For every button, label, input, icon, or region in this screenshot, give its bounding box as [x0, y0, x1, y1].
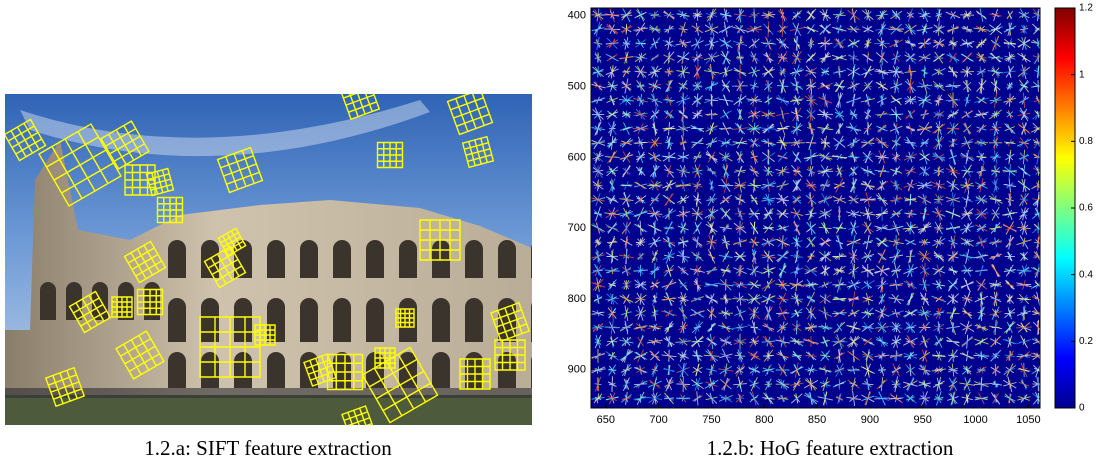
x-tick-label: 900	[861, 414, 879, 426]
arch	[234, 352, 252, 388]
caption: 1.2.a: SIFT feature extraction	[144, 436, 392, 460]
arch	[531, 240, 549, 278]
y-tick-label: 900	[568, 364, 586, 376]
arch	[399, 240, 417, 278]
arch	[498, 240, 516, 278]
x-tick-label: 650	[597, 414, 615, 426]
arch	[366, 240, 384, 278]
colorbar-tick-label: 0.8	[1079, 136, 1093, 147]
y-tick-label: 400	[568, 10, 586, 22]
arch	[300, 240, 318, 278]
x-tick-label: 1000	[963, 414, 987, 426]
arch	[234, 298, 252, 342]
x-tick-label: 950	[914, 414, 932, 426]
x-tick-label: 850	[808, 414, 826, 426]
arch	[267, 240, 285, 278]
arch	[465, 240, 483, 278]
sift-photo	[5, 81, 549, 438]
y-tick-label: 700	[568, 222, 586, 234]
x-tick-label: 1050	[1016, 414, 1040, 426]
arch	[300, 298, 318, 342]
y-tick-label: 500	[568, 80, 586, 92]
y-tick-label: 600	[568, 151, 586, 163]
arch	[432, 240, 450, 278]
x-tick-label: 800	[755, 414, 773, 426]
hog-plot: 650 700 750 800 850 900 950 1000 1050 400 500 600 70…	[568, 3, 1094, 426]
arch	[168, 298, 186, 342]
arch	[168, 352, 186, 388]
arch	[168, 240, 186, 278]
arch	[366, 298, 384, 342]
arch	[201, 352, 219, 388]
arch	[531, 298, 549, 342]
arch	[333, 240, 351, 278]
arch	[432, 298, 450, 342]
arch	[432, 352, 450, 388]
x-tick-label: 750	[702, 414, 720, 426]
arch	[465, 298, 483, 342]
arch	[267, 352, 285, 388]
arch	[531, 352, 549, 388]
arch	[333, 298, 351, 342]
arch	[201, 298, 219, 342]
arch	[300, 352, 318, 388]
caption: 1.2.b: HoG feature extraction	[707, 436, 954, 460]
y-tick-label: 800	[568, 293, 586, 305]
colorbar-tick-label: 0	[1079, 403, 1085, 414]
colorbar-tick-label: 0.4	[1079, 269, 1093, 280]
figure: 1.2.a: SIFT feature extraction 650 700 750…	[0, 0, 1099, 466]
colorbar-tick-label: 0.2	[1079, 336, 1093, 347]
x-tick-label: 700	[649, 414, 667, 426]
arch	[40, 282, 56, 320]
colorbar-tick-label: 1.2	[1079, 3, 1093, 14]
colorbar-tick-label: 1	[1079, 69, 1085, 80]
colorbar-tick-label: 0.6	[1079, 203, 1093, 214]
